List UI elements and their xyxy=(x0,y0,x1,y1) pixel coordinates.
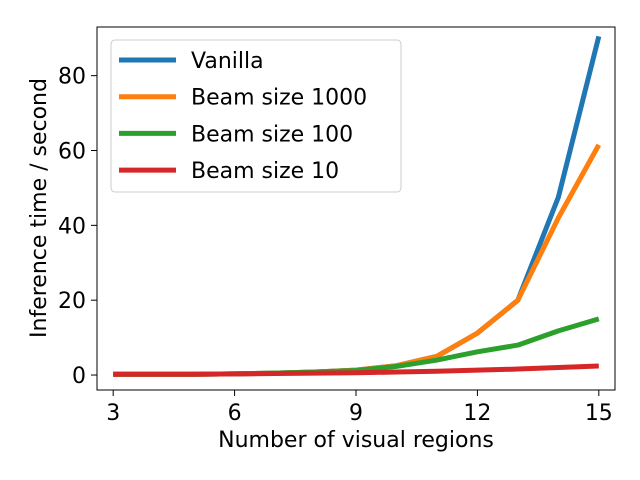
y-tick-label: 40 xyxy=(58,214,86,239)
legend-label-3: Beam size 10 xyxy=(191,159,339,184)
series-line-3 xyxy=(113,363,599,377)
y-tick-label: 80 xyxy=(58,65,86,90)
x-tick-label: 15 xyxy=(585,401,613,426)
x-tick-label: 9 xyxy=(349,401,363,426)
y-axis-ticks: 0 20 40 60 80 xyxy=(58,65,97,389)
legend-label-0: Vanilla xyxy=(191,49,264,74)
legend-label-2: Beam size 100 xyxy=(191,122,353,147)
legend-entries: Vanilla Beam size 1000 Beam size 100 Beam s… xyxy=(119,49,367,184)
x-axis-label: Number of visual regions xyxy=(218,428,494,453)
legend-box xyxy=(110,39,402,193)
x-tick-label: 12 xyxy=(463,401,491,426)
series-layer xyxy=(113,35,602,377)
legend-label-1: Beam size 1000 xyxy=(191,86,367,111)
x-axis-ticks: 3 6 9 12 15 xyxy=(106,390,613,426)
y-tick-label: 60 xyxy=(58,139,86,164)
legend: Vanilla Beam size 1000 Beam size 100 Beam s… xyxy=(110,39,402,193)
x-tick-label: 6 xyxy=(228,401,242,426)
x-tick-label: 3 xyxy=(106,401,120,426)
y-axis-label: Inference time / second xyxy=(27,78,52,338)
y-tick-label: 0 xyxy=(72,364,86,389)
y-tick-label: 20 xyxy=(58,289,86,314)
